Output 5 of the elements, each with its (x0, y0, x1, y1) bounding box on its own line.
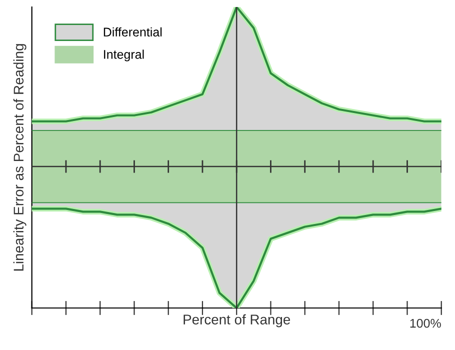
text: 100% (410, 318, 441, 328)
legend-label: Differential (104, 27, 162, 37)
legend-label: Integral (104, 50, 144, 62)
x-axis-title: Percent of Range (184, 314, 290, 328)
y-axis-title: Linearity Error as Percent of Reading (13, 44, 26, 271)
